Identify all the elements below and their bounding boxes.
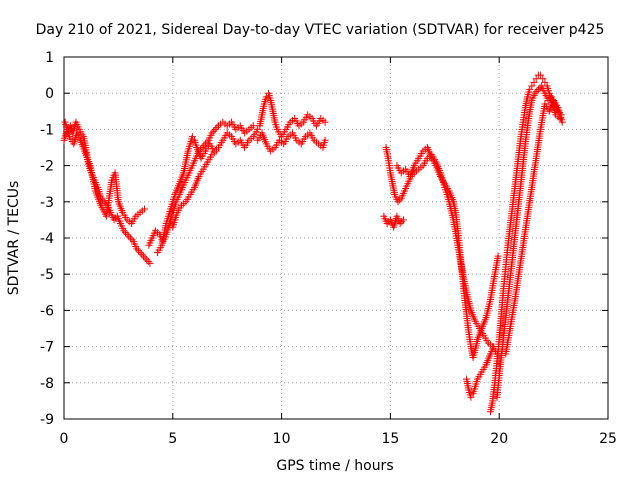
x-tick-label: 0 <box>60 431 69 447</box>
data-point <box>321 118 329 126</box>
chart-title: Day 210 of 2021, Sidereal Day-to-day VTE… <box>36 22 605 38</box>
data-segment <box>154 125 262 256</box>
y-tick-label: -8 <box>40 376 54 392</box>
data-point <box>136 248 144 256</box>
x-tick-label: 25 <box>599 431 617 447</box>
data-segment <box>61 118 149 228</box>
data-point <box>126 234 134 242</box>
data-point <box>141 205 149 213</box>
data-point <box>541 78 549 86</box>
y-tick-label: -2 <box>40 159 54 175</box>
data-point <box>138 250 146 258</box>
data-segment <box>493 82 565 401</box>
data-segment <box>463 343 498 401</box>
data-point <box>110 216 118 224</box>
y-tick-label: -3 <box>40 195 54 211</box>
data-point <box>212 147 220 155</box>
y-tick-label: -5 <box>40 267 54 283</box>
data-point <box>394 198 402 206</box>
data-point <box>143 256 151 264</box>
data-point <box>539 75 547 83</box>
data-point <box>532 75 540 83</box>
data-point <box>534 86 542 94</box>
x-tick-label: 15 <box>381 431 399 447</box>
data-point <box>144 258 152 266</box>
data-point <box>128 236 136 244</box>
data-segment <box>254 129 329 155</box>
data-point <box>396 220 404 228</box>
data-point <box>531 89 539 97</box>
data-point <box>398 218 406 226</box>
data-point <box>262 93 270 101</box>
data-point <box>528 82 536 90</box>
data-point <box>467 393 475 401</box>
data-point <box>133 245 141 253</box>
data-point <box>383 220 391 228</box>
data-point <box>121 229 129 237</box>
data-segment <box>502 96 566 358</box>
data-segment <box>393 144 502 361</box>
data-points <box>60 71 566 416</box>
data-point <box>188 133 196 141</box>
data-point <box>141 254 149 262</box>
data-point <box>526 86 534 94</box>
y-tick-label: -6 <box>40 303 54 319</box>
data-point <box>321 136 329 144</box>
data-segment <box>169 147 220 231</box>
y-tick-label: -9 <box>40 412 54 428</box>
data-point <box>100 198 108 206</box>
data-segment <box>380 212 407 231</box>
data-segment <box>256 89 329 141</box>
data-point <box>123 230 131 238</box>
y-tick-label: -4 <box>40 231 54 247</box>
x-tick-label: 20 <box>490 431 508 447</box>
data-point <box>120 227 128 235</box>
x-axis-label: GPS time / hours <box>276 458 393 474</box>
data-point <box>558 118 566 126</box>
data-point <box>249 122 257 130</box>
y-tick-label: 0 <box>45 86 54 102</box>
data-point <box>494 252 502 260</box>
data-point <box>533 87 541 95</box>
data-point <box>208 129 216 137</box>
data-point <box>254 125 262 133</box>
y-tick-label: -1 <box>40 122 54 138</box>
data-point <box>399 216 407 224</box>
x-tick-label: 10 <box>273 431 291 447</box>
data-point <box>139 252 147 260</box>
data-point <box>213 124 221 132</box>
y-axis-label: SDTVAR / TECUs <box>6 181 22 296</box>
x-tick-label: 5 <box>168 431 177 447</box>
data-point <box>537 71 545 79</box>
data-point <box>135 247 143 255</box>
y-tick-label: 1 <box>45 50 54 66</box>
data-point <box>210 127 218 135</box>
data-point <box>200 142 208 150</box>
y-tick-label: -7 <box>40 340 54 356</box>
grid-lines <box>64 57 608 419</box>
data-point <box>396 196 404 204</box>
data-point <box>146 259 154 267</box>
data-point <box>211 125 219 133</box>
data-point <box>530 78 538 86</box>
data-point <box>125 232 133 240</box>
